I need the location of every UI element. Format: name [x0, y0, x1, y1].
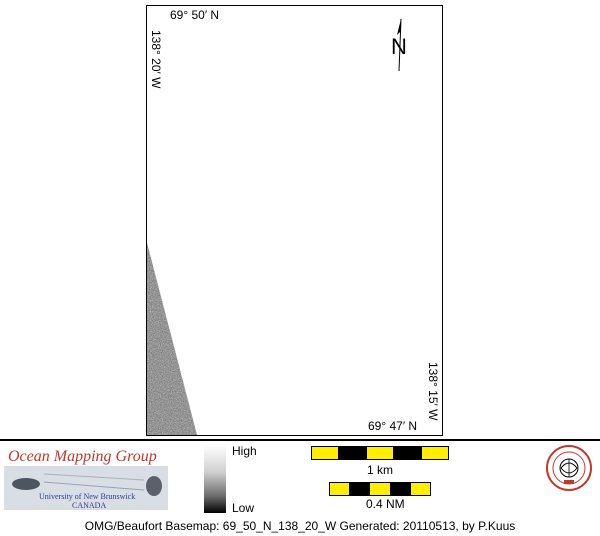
- omg-logo: Ocean Mapping Group University of New Br…: [4, 444, 168, 514]
- scalebar-nm: [329, 482, 431, 496]
- north-label: N: [391, 34, 407, 59]
- latitude-bottom-label: 69° 47′ N: [368, 419, 418, 433]
- map-divider: [0, 439, 600, 441]
- logo-graphic: [4, 466, 168, 510]
- logo-title: Ocean Mapping Group: [8, 448, 157, 465]
- north-arrow-icon: N: [391, 18, 407, 72]
- scalebar-km-label: 1 km: [367, 463, 394, 477]
- scalebar-nm-label: 0.4 NM: [366, 497, 405, 511]
- legend-low-label: Low: [232, 501, 255, 515]
- longitude-right-label: 138° 15′ W: [426, 362, 440, 421]
- longitude-left-label: 138° 20′ W: [149, 30, 163, 89]
- logo-country: CANADA: [72, 501, 107, 510]
- latitude-top-label: 69° 50′ N: [170, 8, 220, 22]
- footer-metadata: OMG/Beaufort Basemap: 69_50_N_138_20_W G…: [84, 519, 516, 533]
- hydrographic-seal-icon: [546, 445, 592, 491]
- legend-high-label: High: [232, 444, 257, 458]
- intensity-gradient-bar: [204, 445, 226, 513]
- scalebar-km: [311, 446, 449, 460]
- sonar-coverage-strip: [147, 243, 197, 435]
- logo-university: University of New Brunswick: [39, 492, 136, 501]
- map-frame: [146, 5, 443, 436]
